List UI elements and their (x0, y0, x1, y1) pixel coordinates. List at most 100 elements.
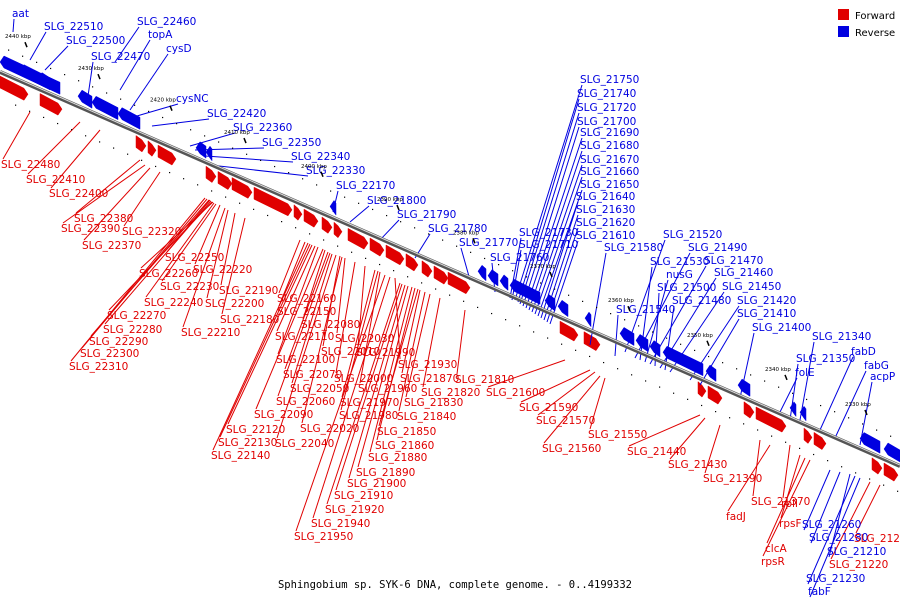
reverse-gene-label[interactable]: SLG_21460 (714, 267, 773, 279)
forward-gene-label[interactable]: SLG_22140 (211, 450, 270, 462)
forward-gene-label[interactable]: SLG_22120 (226, 424, 285, 436)
forward-gene-label[interactable]: SLG_21370 (751, 496, 810, 508)
forward-gene-label[interactable]: SLG_22410 (26, 174, 85, 186)
reverse-gene-label[interactable]: SLG_22500 (66, 35, 125, 47)
reverse-gene-label[interactable]: SLG_22360 (233, 122, 292, 134)
forward-gene-label[interactable]: SLG_21920 (325, 504, 384, 516)
reverse-gene-label[interactable]: SLG_22510 (44, 21, 103, 33)
forward-gene-label[interactable]: SLG_22280 (103, 324, 162, 336)
forward-gene-label[interactable]: SLG_21850 (377, 426, 436, 438)
forward-gene-label[interactable]: SLG_22200 (205, 298, 264, 310)
reverse-gene-label[interactable]: SLG_22460 (137, 16, 196, 28)
forward-gene-label[interactable]: SLG_22180 (220, 314, 279, 326)
reverse-gene-label[interactable]: SLG_21280 (809, 532, 868, 544)
forward-gene-label[interactable]: SLG_21550 (588, 429, 647, 441)
forward-gene-label[interactable]: SLG_21900 (347, 478, 406, 490)
reverse-gene-label[interactable]: SLG_21730 (519, 227, 578, 239)
forward-gene-label[interactable]: SLG_22090 (254, 409, 313, 421)
forward-gene-label[interactable]: SLG_22230 (160, 281, 219, 293)
reverse-gene-label[interactable]: SLG_22350 (262, 137, 321, 149)
reverse-gene-label[interactable]: SLG_21410 (737, 308, 796, 320)
reverse-gene-label[interactable]: fabF (808, 586, 831, 598)
forward-gene-label[interactable]: SLG_21980 (339, 410, 398, 422)
forward-gene-label[interactable]: SLG_22260 (139, 268, 198, 280)
forward-gene-label[interactable]: SLG_21930 (398, 359, 457, 371)
forward-gene-label[interactable]: SLG_22240 (144, 297, 203, 309)
forward-gene-label[interactable]: SLG_22040 (275, 438, 334, 450)
forward-gene-label[interactable]: SLG_22380 (74, 213, 133, 225)
reverse-gene-label[interactable]: SLG_21500 (657, 282, 716, 294)
reverse-gene-label[interactable]: fabD (851, 346, 876, 358)
forward-gene-label[interactable]: SLG_22030 (335, 333, 394, 345)
forward-gene-label[interactable]: SLG_22270 (107, 310, 166, 322)
forward-gene-label[interactable]: SLG_21590 (519, 402, 578, 414)
forward-gene-label[interactable]: SLG_21560 (542, 443, 601, 455)
reverse-gene-label[interactable]: cysNC (176, 93, 209, 105)
forward-gene-label[interactable]: SLG_22070 (283, 369, 342, 381)
forward-gene-label[interactable]: SLG_22080 (301, 319, 360, 331)
reverse-gene-label[interactable]: SLG_21790 (397, 209, 456, 221)
forward-gene-label[interactable]: SLG_22060 (276, 396, 335, 408)
reverse-gene-label[interactable]: SLG_21780 (428, 223, 487, 235)
forward-gene-label[interactable]: rpsF (779, 518, 802, 530)
forward-gene-label[interactable]: SLG_22050 (290, 383, 349, 395)
reverse-gene-label[interactable]: SLG_21400 (752, 322, 811, 334)
forward-gene-label[interactable]: SLG_21830 (404, 397, 463, 409)
reverse-gene-label[interactable]: SLG_21670 (580, 154, 639, 166)
forward-gene-label[interactable]: SLG_21430 (668, 459, 727, 471)
reverse-gene-label[interactable]: SLG_21800 (367, 195, 426, 207)
forward-gene-label[interactable]: SLG_21960 (358, 383, 417, 395)
forward-gene-label[interactable]: SLG_21820 (421, 387, 480, 399)
forward-gene-label[interactable]: SLG_21440 (627, 446, 686, 458)
forward-gene-label[interactable]: SLG_22480 (1, 159, 60, 171)
forward-gene-label[interactable]: SLG_22370 (82, 240, 141, 252)
reverse-gene-label[interactable]: SLG_21740 (577, 88, 636, 100)
reverse-gene-label[interactable]: SLG_21690 (580, 127, 639, 139)
forward-gene-label[interactable]: SLG_21570 (536, 415, 595, 427)
reverse-gene-label[interactable]: SLG_21540 (616, 304, 675, 316)
reverse-gene-label[interactable]: SLG_21210 (827, 546, 886, 558)
reverse-gene-label[interactable]: SLG_22330 (306, 165, 365, 177)
forward-gene-label[interactable]: rpsR (761, 556, 785, 568)
reverse-gene-label[interactable]: SLG_21230 (806, 573, 865, 585)
reverse-gene-label[interactable]: SLG_21700 (577, 116, 636, 128)
reverse-gene-label[interactable]: SLG_21620 (576, 217, 635, 229)
forward-gene-label[interactable]: SLG_22250 (165, 252, 224, 264)
reverse-gene-label[interactable]: nusG (666, 269, 693, 281)
forward-gene-label[interactable]: SLG_21990 (356, 347, 415, 359)
reverse-gene-label[interactable]: folE (795, 367, 815, 379)
forward-gene-label[interactable]: SLG_21970 (340, 397, 399, 409)
forward-gene-label[interactable]: SLG_22310 (69, 361, 128, 373)
reverse-gene-label[interactable]: SLG_21710 (519, 239, 578, 251)
reverse-gene-label[interactable]: SLG_21650 (580, 179, 639, 191)
forward-gene-label[interactable]: rplI (781, 498, 798, 510)
reverse-gene-label[interactable]: SLG_21640 (576, 191, 635, 203)
reverse-gene-label[interactable]: SLG_21630 (576, 204, 635, 216)
reverse-gene-label[interactable]: SLG_21480 (672, 295, 731, 307)
reverse-gene-label[interactable]: aat (12, 8, 29, 20)
forward-gene-label[interactable]: SLG_22300 (80, 348, 139, 360)
forward-gene-label[interactable]: SLG_22400 (49, 188, 108, 200)
forward-gene-label[interactable]: SLG_21220 (829, 559, 888, 571)
reverse-gene-label[interactable]: SLG_21660 (580, 166, 639, 178)
reverse-gene-label[interactable]: SLG_22340 (291, 151, 350, 163)
forward-gene-label[interactable]: SLG_21890 (356, 467, 415, 479)
forward-gene-label[interactable]: SLG_22150 (277, 306, 336, 318)
forward-gene-label[interactable]: SLG_22210 (181, 327, 240, 339)
reverse-gene-label[interactable]: SLG_21770 (459, 237, 518, 249)
reverse-gene-label[interactable]: SLG_21340 (812, 331, 871, 343)
reverse-gene-label[interactable]: SLG_21530 (650, 256, 709, 268)
forward-gene-label[interactable]: SLG_21870 (400, 373, 459, 385)
forward-gene-label[interactable]: SLG_22000 (334, 373, 393, 385)
reverse-gene-label[interactable]: SLG_21610 (576, 230, 635, 242)
forward-gene-label[interactable]: SLG_22290 (89, 336, 148, 348)
forward-gene-label[interactable]: SLG_21940 (311, 518, 370, 530)
reverse-gene-label[interactable]: SLG_21760 (490, 252, 549, 264)
forward-gene-label[interactable]: SLG_22020 (300, 423, 359, 435)
forward-gene-label[interactable]: SLG_21600 (486, 387, 545, 399)
reverse-gene-label[interactable]: SLG_21680 (580, 140, 639, 152)
reverse-gene-label[interactable]: SLG_22170 (336, 180, 395, 192)
reverse-gene-label[interactable]: SLG_21420 (737, 295, 796, 307)
forward-gene-label[interactable]: SLG_22220 (193, 264, 252, 276)
reverse-gene-label[interactable]: SLG_21520 (663, 229, 722, 241)
